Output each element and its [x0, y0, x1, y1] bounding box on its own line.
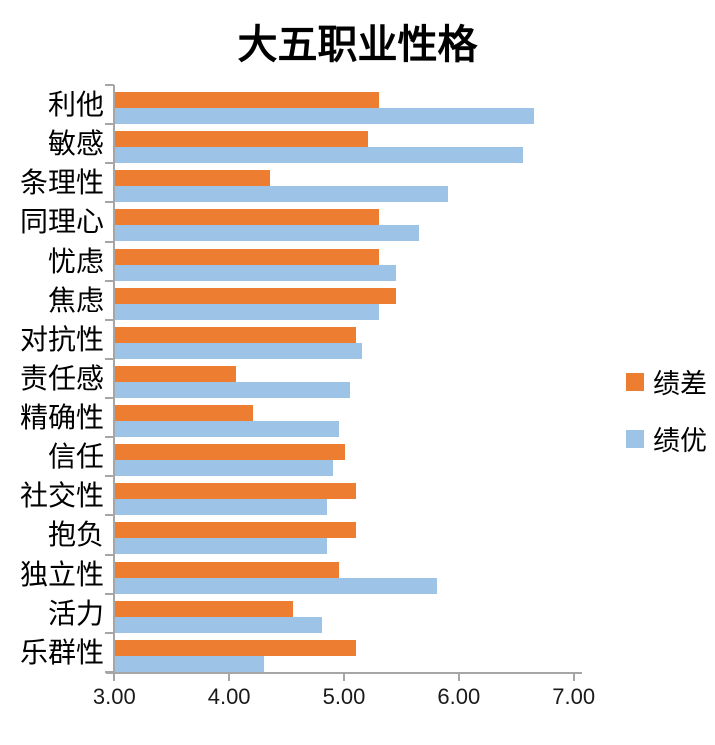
- category-row: 乐群性: [0, 633, 715, 672]
- category-label: 独立性: [19, 558, 104, 590]
- top-performers-bar: [115, 225, 420, 242]
- category-label: 信任: [47, 441, 104, 473]
- y-axis-tick: [105, 201, 114, 204]
- top-performers-bar: [115, 460, 334, 477]
- poor-performers-bar: [115, 639, 357, 656]
- poor-performers-bar: [115, 248, 380, 265]
- legend-swatch-poor-performers: [626, 372, 644, 391]
- y-axis-tick: [105, 592, 114, 595]
- top-performers-bar: [115, 147, 523, 164]
- y-axis-tick: [105, 670, 114, 673]
- y-axis-tick: [105, 357, 114, 360]
- poor-performers-bar: [115, 405, 253, 422]
- y-axis-line: [113, 85, 115, 672]
- legend-item-poor-performers: 绩差: [626, 362, 715, 401]
- category-label: 条理性: [19, 167, 104, 199]
- poor-performers-bar: [115, 287, 397, 304]
- category-label: 活力: [47, 597, 104, 629]
- category-row: 精确性: [0, 398, 715, 438]
- category-row: 抱负: [0, 515, 715, 555]
- y-axis-tick: [105, 514, 114, 517]
- y-axis-tick: [105, 279, 114, 282]
- category-row: 责任感: [0, 359, 715, 398]
- category-row: 敏感: [0, 124, 715, 164]
- category-row: 对抗性: [0, 320, 715, 359]
- top-performers-bar: [115, 342, 362, 359]
- category-label: 社交性: [19, 480, 104, 512]
- category-row: 利他: [0, 85, 715, 124]
- y-axis-tick: [105, 475, 114, 478]
- category-label: 敏感: [47, 128, 104, 160]
- x-axis-tick-label: 5.00: [322, 684, 366, 709]
- category-label: 抱负: [47, 519, 104, 551]
- legend: 绩差 绩优: [626, 362, 715, 476]
- top-performers-bar: [115, 186, 449, 203]
- category-label: 忧虑: [47, 245, 104, 277]
- poor-performers-bar: [115, 209, 380, 226]
- y-axis-tick: [105, 631, 114, 634]
- x-axis-tick-label: 4.00: [207, 684, 251, 709]
- y-axis-tick: [105, 84, 114, 86]
- x-axis-tick: [572, 674, 575, 681]
- poor-performers-bar: [115, 92, 380, 108]
- x-axis-tick: [113, 674, 116, 681]
- top-performers-bar: [115, 577, 437, 594]
- x-axis-tick: [228, 674, 231, 681]
- x-axis-line: [106, 672, 582, 674]
- category-row: 社交性: [0, 476, 715, 516]
- poor-performers-bar: [115, 483, 357, 500]
- x-axis-tick-label: 7.00: [552, 684, 596, 709]
- top-performers-bar: [115, 264, 397, 281]
- poor-performers-bar: [115, 365, 236, 382]
- y-axis-tick: [105, 436, 114, 439]
- top-performers-bar: [115, 499, 328, 516]
- category-row: 焦虑: [0, 281, 715, 320]
- category-row: 独立性: [0, 555, 715, 594]
- y-axis-tick: [105, 162, 114, 165]
- poor-performers-bar: [115, 444, 345, 461]
- y-axis-tick: [105, 397, 114, 400]
- category-row: 忧虑: [0, 242, 715, 281]
- top-performers-bar: [115, 616, 322, 633]
- poor-performers-bar: [115, 600, 294, 617]
- category-row: 同理心: [0, 202, 715, 242]
- legend-swatch-top-performers: [626, 429, 644, 448]
- poor-performers-bar: [115, 522, 357, 539]
- x-axis-tick: [457, 674, 460, 681]
- top-performers-bar: [115, 303, 380, 320]
- legend-label-top-performers: 绩优: [653, 426, 707, 456]
- category-label: 责任感: [19, 362, 104, 394]
- category-label: 利他: [47, 89, 104, 120]
- y-axis-tick: [105, 318, 114, 321]
- category-label: 乐群性: [19, 636, 104, 668]
- top-performers-bar: [115, 655, 265, 672]
- category-label: 同理心: [19, 206, 104, 238]
- top-performers-bar: [115, 381, 351, 398]
- poor-performers-bar: [115, 131, 368, 148]
- top-performers-bar: [115, 108, 535, 124]
- y-axis-tick: [105, 123, 114, 126]
- x-axis-tick: [343, 674, 345, 681]
- top-performers-bar: [115, 538, 328, 555]
- category-label: 焦虑: [47, 284, 104, 316]
- category-row: 信任: [0, 437, 715, 477]
- category-row: 活力: [0, 594, 715, 633]
- poor-performers-bar: [115, 561, 339, 578]
- legend-label-poor-performers: 绩差: [653, 369, 707, 399]
- poor-performers-bar: [115, 326, 357, 343]
- legend-item-top-performers: 绩优: [626, 419, 715, 458]
- x-axis-tick-label: 6.00: [437, 684, 481, 709]
- y-axis-tick: [105, 240, 114, 243]
- category-label: 精确性: [19, 402, 104, 434]
- top-performers-bar: [115, 421, 339, 438]
- chart-title: 大五职业性格: [237, 23, 478, 67]
- y-axis-tick: [105, 553, 114, 556]
- x-axis-tick-label: 3.00: [92, 684, 136, 709]
- poor-performers-bar: [115, 170, 271, 187]
- category-label: 对抗性: [19, 323, 104, 355]
- category-row: 条理性: [0, 163, 715, 203]
